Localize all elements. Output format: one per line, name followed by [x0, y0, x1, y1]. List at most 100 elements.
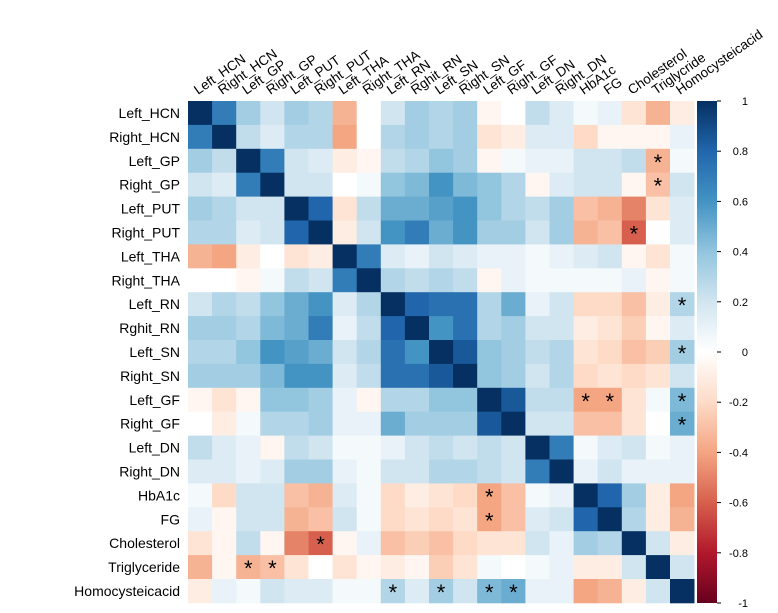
cell-Right_SN-Right_SN	[453, 363, 478, 389]
cell-Homocysteicacid-Rghit_RN	[404, 579, 430, 604]
cell-Left_DN-Left_SN	[429, 435, 454, 460]
cell-Left_PUT-Right_PUT	[308, 196, 333, 221]
cell-Left_GF-Cholesterol	[621, 387, 647, 413]
cell-Left_PUT-Left_RN	[380, 196, 406, 221]
cell-FG-Right_PUT	[308, 507, 333, 532]
cell-HbA1c-Right_GP	[260, 483, 285, 508]
cell-Homocysteicacid-Left_GF	[477, 579, 502, 604]
cell-Cholesterol-Right_HCN	[212, 531, 237, 556]
heatmap-cells	[188, 101, 695, 604]
cell-Left_GF-Right_SN	[453, 387, 478, 413]
cell-Right_GF-Left_PUT	[284, 411, 309, 436]
cell-Right_PUT-Left_GF	[477, 220, 502, 245]
cell-FG-Right_SN	[453, 507, 478, 532]
cell-Rghit_RN-FG	[597, 316, 623, 341]
cell-Right_GP-Left_HCN	[188, 172, 213, 197]
cell-Right_PUT-Right_DN	[549, 220, 574, 245]
row-label: Right_SN	[120, 368, 180, 384]
cell-Left_GF-Right_GF	[501, 387, 526, 413]
row-labels: Left_HCN Right_HCN Left_GP Right_GP Left_PUT…	[74, 105, 180, 599]
cell-Right_HCN-Triglyceride	[645, 124, 671, 150]
significance-star: *	[654, 150, 663, 175]
cell-Left_SN-Homocysteicacid	[670, 340, 695, 365]
cell-Left_RN-Right_DN	[549, 292, 574, 317]
cell-Left_THA-Right_SN	[453, 244, 478, 269]
cell-Right_DN-Left_GF	[477, 459, 502, 484]
cell-Right_DN-Rghit_RN	[404, 459, 430, 484]
cell-Left_RN-Rghit_RN	[404, 292, 430, 317]
cell-Left_RN-Triglyceride	[645, 292, 671, 317]
cell-Left_RN-Right_THA	[356, 292, 382, 317]
cell-Right_THA-Right_HCN	[212, 268, 237, 293]
cell-Left_PUT-Right_DN	[549, 196, 574, 221]
cell-Cholesterol-Cholesterol	[621, 531, 647, 556]
cell-Homocysteicacid-Triglyceride	[645, 579, 671, 604]
cell-Right_THA-Right_THA	[356, 268, 382, 293]
significance-markers: ****** * ****** ** * * *	[244, 150, 687, 605]
cell-Left_GP-Right_DN	[549, 148, 574, 174]
cell-Left_GP-Left_GP	[236, 148, 261, 174]
cell-FG-Right_HCN	[212, 507, 237, 532]
significance-star: *	[485, 580, 494, 605]
cell-Left_GF-Right_PUT	[308, 387, 333, 413]
significance-star: *	[389, 580, 398, 605]
cell-Right_THA-Left_RN	[380, 268, 406, 293]
significance-star: *	[630, 221, 639, 246]
cell-Left_GF-FG	[597, 387, 623, 413]
cell-Right_GP-Left_THA	[332, 172, 358, 197]
cell-Left_RN-Left_GF	[477, 292, 502, 317]
cell-Left_DN-FG	[597, 435, 623, 460]
cell-Left_SN-Right_DN	[549, 340, 574, 365]
cell-Rghit_RN-Homocysteicacid	[670, 316, 695, 341]
cell-Left_THA-Homocysteicacid	[670, 244, 695, 269]
cell-Right_PUT-HbA1c	[573, 220, 599, 245]
row-label: Right_GF	[120, 416, 180, 432]
cell-Left_HCN-Right_GF	[501, 101, 526, 126]
cell-Left_GP-Right_THA	[356, 148, 382, 174]
cell-Left_HCN-Left_DN	[525, 101, 550, 126]
cell-Right_HCN-Rghit_RN	[404, 124, 430, 150]
cell-Cholesterol-Right_GF	[501, 531, 526, 556]
cell-Right_PUT-Homocysteicacid	[670, 220, 695, 245]
cell-Left_SN-Right_PUT	[308, 340, 333, 365]
cell-Left_RN-Right_GF	[501, 292, 526, 317]
cell-Triglyceride-Left_GP	[236, 555, 261, 580]
cell-Right_PUT-Left_HCN	[188, 220, 213, 245]
cell-Left_GP-Left_GF	[477, 148, 502, 174]
cell-Left_GP-Right_GP	[260, 148, 285, 174]
row-label: Homocysteicacid	[74, 583, 180, 599]
cell-Left_THA-Right_THA	[356, 244, 382, 269]
cell-HbA1c-Left_RN	[380, 483, 406, 508]
cell-Right_HCN-Right_DN	[549, 124, 574, 150]
cell-Triglyceride-Left_DN	[525, 555, 550, 580]
cell-Cholesterol-Rghit_RN	[404, 531, 430, 556]
cell-Left_DN-Left_GF	[477, 435, 502, 460]
cell-FG-Cholesterol	[621, 507, 647, 532]
cell-Right_PUT-Right_GP	[260, 220, 285, 245]
cell-Right_HCN-Right_PUT	[308, 124, 333, 150]
cell-Right_DN-Right_DN	[549, 459, 574, 484]
cell-Left_HCN-Right_PUT	[308, 101, 333, 126]
cell-Right_GF-Right_THA	[356, 411, 382, 436]
cell-FG-Right_DN	[549, 507, 574, 532]
cell-Homocysteicacid-Cholesterol	[621, 579, 647, 604]
cell-FG-Left_THA	[332, 507, 358, 532]
cell-Left_GF-Left_SN	[429, 387, 454, 413]
cell-Right_GP-Cholesterol	[621, 172, 647, 197]
cell-Left_GP-Cholesterol	[621, 148, 647, 174]
cell-Left_DN-Left_THA	[332, 435, 358, 460]
cell-Left_SN-Cholesterol	[621, 340, 647, 365]
cell-Cholesterol-Right_GP	[260, 531, 285, 556]
cell-Left_GP-Right_SN	[453, 148, 478, 174]
cell-Triglyceride-Cholesterol	[621, 555, 647, 580]
cell-FG-Rghit_RN	[404, 507, 430, 532]
colorbar-tick-label: -0.2	[729, 397, 748, 409]
cell-Rghit_RN-Right_DN	[549, 316, 574, 341]
cell-Rghit_RN-Right_THA	[356, 316, 382, 341]
cell-Left_PUT-Right_HCN	[212, 196, 237, 221]
colorbar-tick-label: -0.4	[729, 447, 748, 459]
cell-Cholesterol-Left_GF	[477, 531, 502, 556]
cell-Right_THA-Right_PUT	[308, 268, 333, 293]
cell-Right_DN-Left_DN	[525, 459, 550, 484]
